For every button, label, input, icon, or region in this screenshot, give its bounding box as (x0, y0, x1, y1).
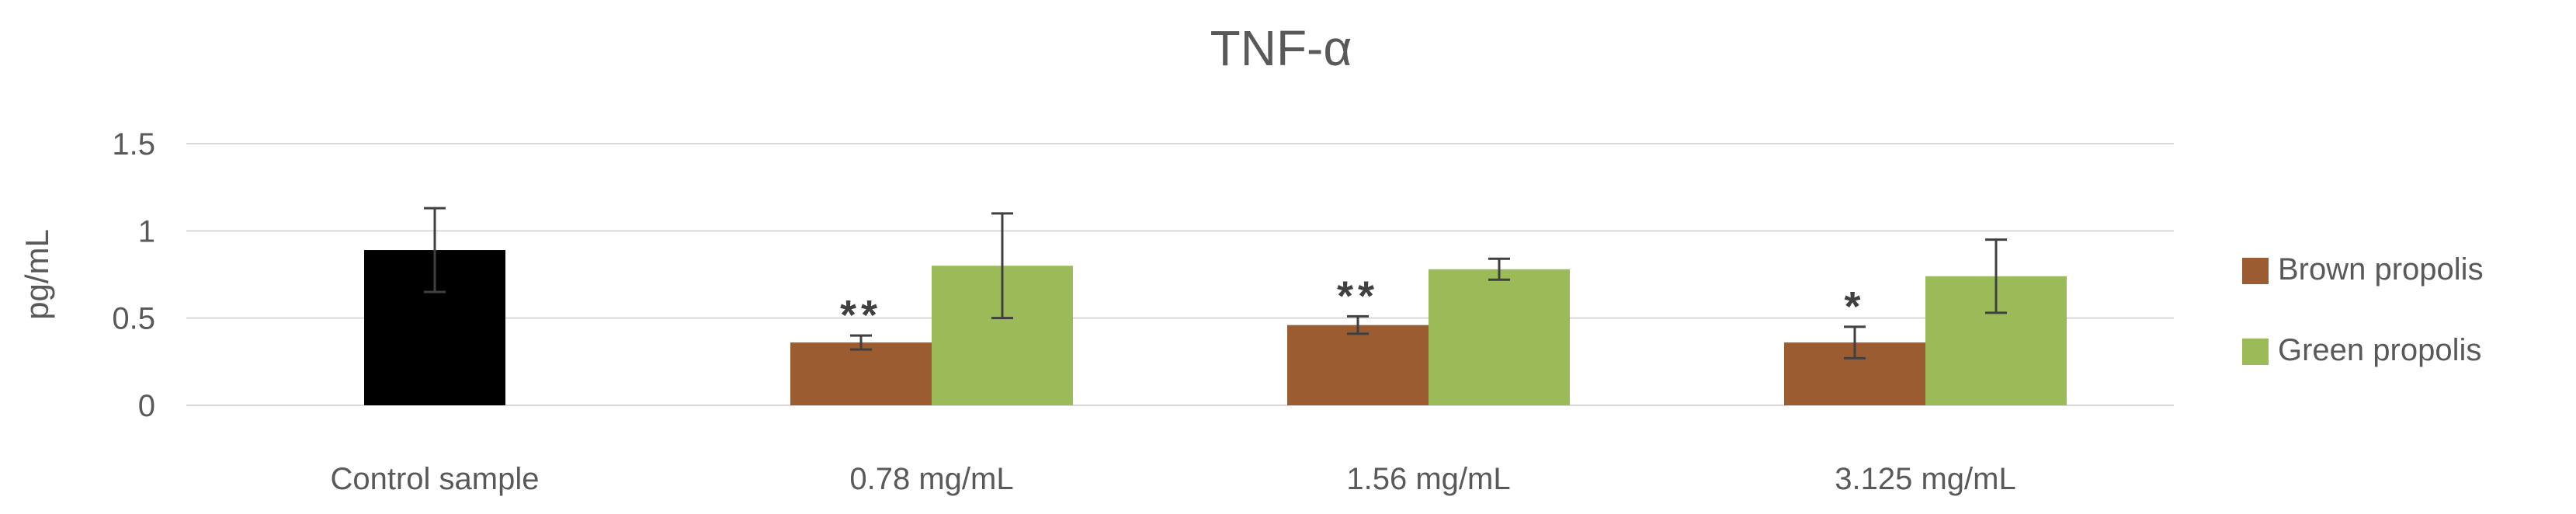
error-bars (424, 207, 2007, 359)
x-tick-labels: Control sample 0.78 mg/mL 1.56 mg/mL 3.125 … (330, 462, 2015, 496)
bar-brown-propolis (1287, 325, 1429, 405)
legend-swatch (2242, 339, 2269, 365)
significance-marker: * (1844, 283, 1865, 330)
y-tick-labels: 0 0.5 1 1.5 (112, 127, 155, 423)
y-axis-title: pg/mL (19, 229, 55, 320)
bars (364, 250, 2067, 405)
y-tick-label: 1 (138, 214, 155, 248)
bar-green-propolis (1429, 269, 1570, 405)
x-tick-label: 0.78 mg/mL (849, 462, 1013, 496)
significance-marker: ** (1337, 273, 1379, 319)
x-tick-label: Control sample (330, 462, 539, 496)
significance-markers: ** ** * (840, 273, 1865, 339)
y-tick-label: 0 (138, 389, 155, 423)
legend: Brown propolis Green propolis (2242, 252, 2484, 367)
bar-brown-propolis (790, 342, 932, 405)
chart-title: TNF-α (1210, 20, 1352, 76)
y-tick-label: 0.5 (112, 302, 155, 336)
significance-marker: ** (840, 292, 882, 339)
y-tick-label: 1.5 (112, 127, 155, 161)
legend-label: Brown propolis (2278, 252, 2484, 287)
x-tick-label: 1.56 mg/mL (1346, 462, 1510, 496)
legend-swatch (2242, 258, 2269, 284)
x-tick-label: 3.125 mg/mL (1835, 462, 2015, 496)
legend-label: Green propolis (2278, 333, 2481, 367)
